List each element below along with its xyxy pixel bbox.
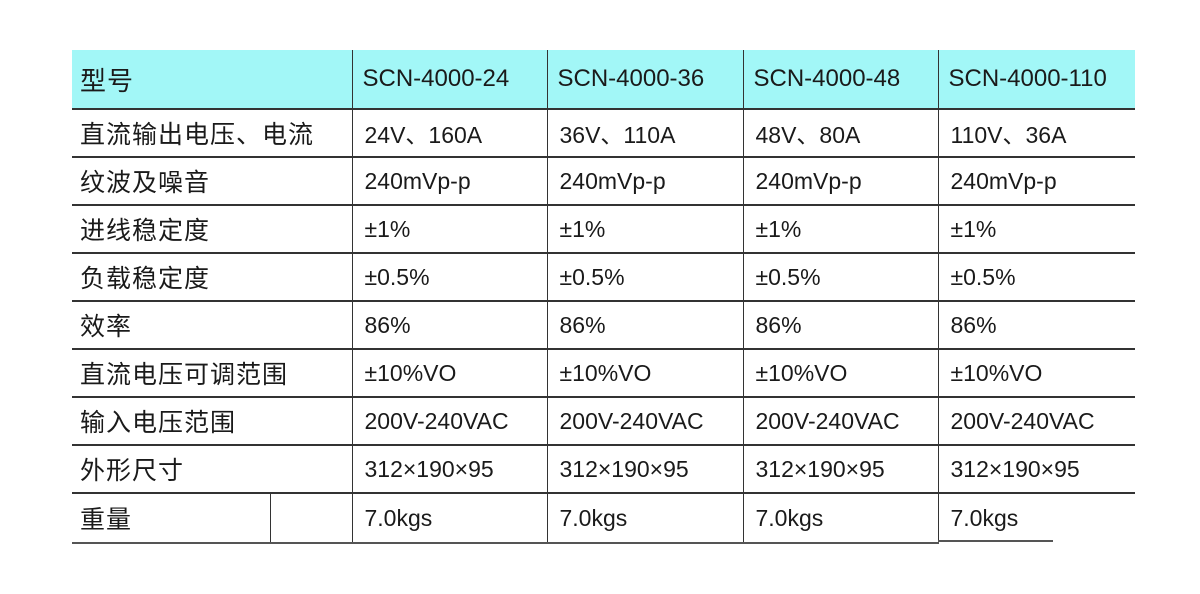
value-cell: ±1% xyxy=(937,205,1135,254)
value-cell: 240mVp-p xyxy=(937,157,1135,206)
blank-cell xyxy=(270,494,352,541)
table-row: 负载稳定度 ±0.5% ±0.5% ±0.5% ±0.5% xyxy=(72,253,1135,302)
value-cell: 86% xyxy=(937,301,1135,350)
table-row: 纹波及噪音 240mVp-p 240mVp-p 240mVp-p 240mVp-p xyxy=(72,157,1135,206)
value-cell: ±0.5% xyxy=(351,253,547,302)
value-cell: ±10%VO xyxy=(351,349,547,398)
model-header: SCN-4000-48 xyxy=(742,50,938,110)
value-cell: 110V、36A xyxy=(937,109,1135,158)
value-cell: 86% xyxy=(351,301,547,350)
row-label: 进线稳定度 xyxy=(72,205,352,254)
table-row: 外形尺寸 312×190×95 312×190×95 312×190×95 312×19… xyxy=(72,445,1135,494)
value-cell: 7.0kgs xyxy=(351,493,547,544)
table-row: 效率 86% 86% 86% 86% xyxy=(72,301,1135,350)
value-cell: ±1% xyxy=(742,205,938,254)
value-cell: 24V、160A xyxy=(351,109,547,158)
value-cell: 240mVp-p xyxy=(742,157,938,206)
row-label: 效率 xyxy=(72,301,352,350)
model-header: SCN-4000-36 xyxy=(546,50,743,110)
value-cell: 240mVp-p xyxy=(351,157,547,206)
value-cell: 312×190×95 xyxy=(546,445,743,494)
table-row: 进线稳定度 ±1% ±1% ±1% ±1% xyxy=(72,205,1135,254)
value-cell: ±10%VO xyxy=(546,349,743,398)
header-label: 型号 xyxy=(72,50,352,110)
value-cell: ±10%VO xyxy=(742,349,938,398)
value-cell: ±0.5% xyxy=(546,253,743,302)
value-cell: 86% xyxy=(546,301,743,350)
row-label: 负载稳定度 xyxy=(72,253,352,302)
row-label: 直流电压可调范围 xyxy=(72,349,352,398)
value-cell: ±0.5% xyxy=(742,253,938,302)
value-cell: 312×190×95 xyxy=(351,445,547,494)
value-cell: 200V-240VAC xyxy=(351,397,547,446)
value-cell: 200V-240VAC xyxy=(937,397,1135,446)
row-label: 直流输出电压、电流 xyxy=(72,109,352,158)
value-cell: ±10%VO xyxy=(937,349,1135,398)
model-header: SCN-4000-24 xyxy=(351,50,547,110)
value-cell: ±0.5% xyxy=(937,253,1135,302)
value-cell: ±1% xyxy=(546,205,743,254)
bottom-rule-last-col xyxy=(938,540,1053,542)
value-cell: 36V、110A xyxy=(546,109,743,158)
value-cell: 240mVp-p xyxy=(546,157,743,206)
row-label: 纹波及噪音 xyxy=(72,157,352,206)
row-label-text: 重量 xyxy=(80,506,133,534)
value-cell: 7.0kgs xyxy=(742,493,938,544)
value-cell: 200V-240VAC xyxy=(546,397,743,446)
model-header: SCN-4000-110 xyxy=(937,50,1135,110)
value-cell: 312×190×95 xyxy=(937,445,1135,494)
table-row: 重量 7.0kgs 7.0kgs 7.0kgs 7.0kgs xyxy=(72,493,1135,544)
value-cell: 7.0kgs xyxy=(937,493,1135,543)
header-row: 型号 SCN-4000-24 SCN-4000-36 SCN-4000-48 SCN-4… xyxy=(72,50,1135,110)
table-row: 输入电压范围 200V-240VAC 200V-240VAC 200V-240VAC 2… xyxy=(72,397,1135,446)
value-cell: 48V、80A xyxy=(742,109,938,158)
value-cell: ±1% xyxy=(351,205,547,254)
value-cell: 7.0kgs xyxy=(546,493,743,544)
row-label: 重量 xyxy=(72,493,352,544)
row-label: 外形尺寸 xyxy=(72,445,352,494)
spec-table: 型号 SCN-4000-24 SCN-4000-36 SCN-4000-48 SCN-4… xyxy=(72,50,1135,544)
row-label: 输入电压范围 xyxy=(72,397,352,446)
table-row: 直流输出电压、电流 24V、160A 36V、110A 48V、80A 110V、36A xyxy=(72,109,1135,158)
value-cell: 200V-240VAC xyxy=(742,397,938,446)
value-cell: 86% xyxy=(742,301,938,350)
value-cell: 312×190×95 xyxy=(742,445,938,494)
table-row: 直流电压可调范围 ±10%VO ±10%VO ±10%VO ±10%VO xyxy=(72,349,1135,398)
